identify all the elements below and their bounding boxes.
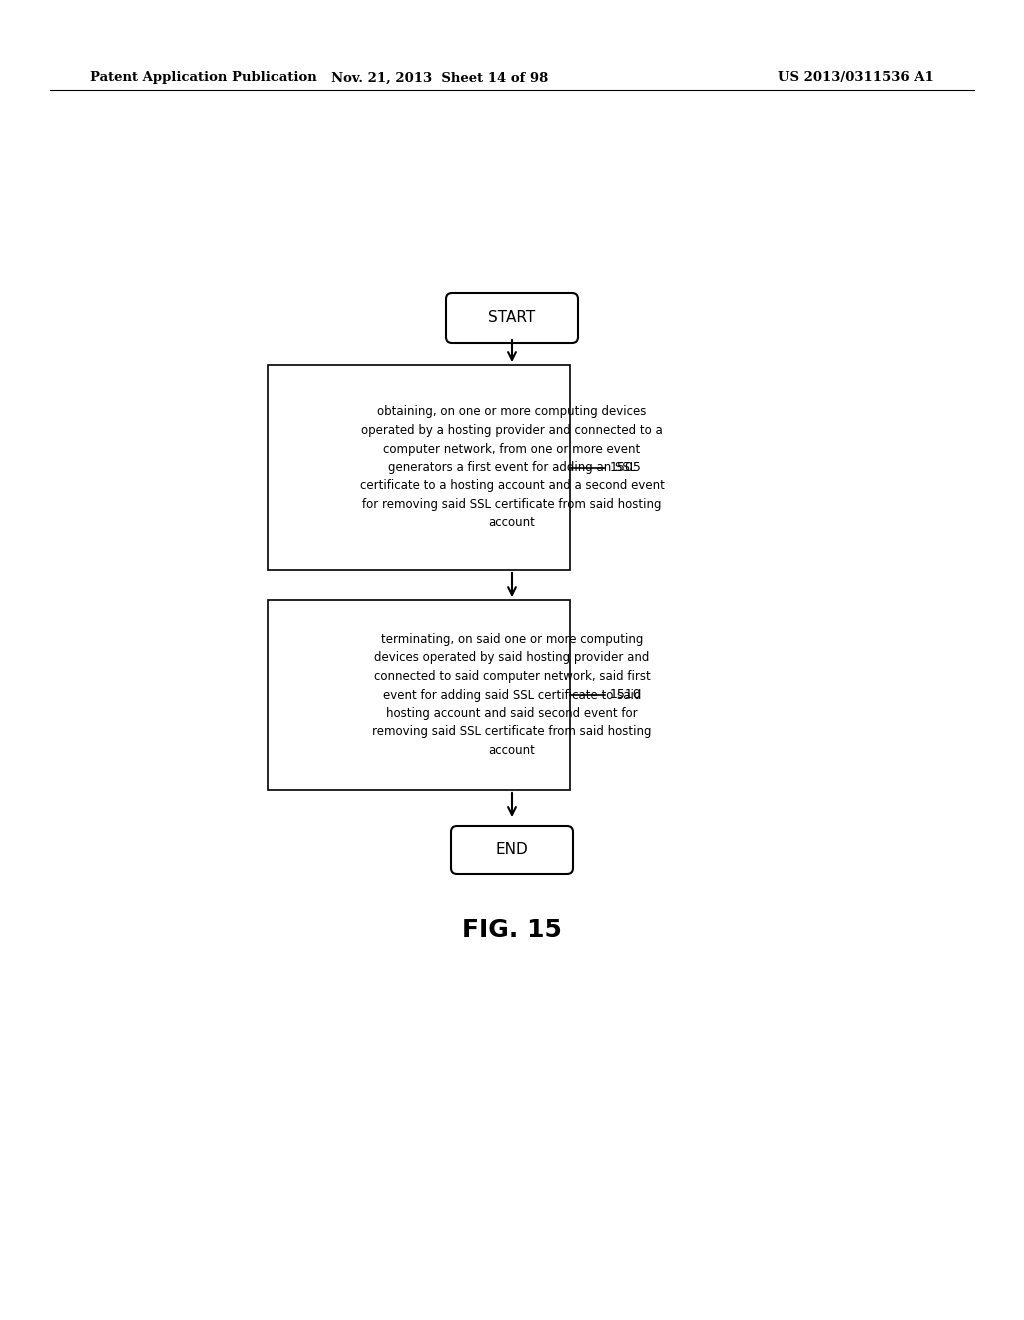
FancyBboxPatch shape: [451, 826, 573, 874]
Text: END: END: [496, 842, 528, 858]
Text: 1510: 1510: [610, 689, 642, 701]
Text: obtaining, on one or more computing devices
operated by a hosting provider and c: obtaining, on one or more computing devi…: [359, 405, 665, 529]
Text: FIG. 15: FIG. 15: [462, 917, 562, 942]
Bar: [268, 601, 570, 789]
Text: START: START: [488, 310, 536, 326]
Text: Nov. 21, 2013  Sheet 14 of 98: Nov. 21, 2013 Sheet 14 of 98: [332, 71, 549, 84]
Text: US 2013/0311536 A1: US 2013/0311536 A1: [778, 71, 934, 84]
Text: terminating, on said one or more computing
devices operated by said hosting prov: terminating, on said one or more computi…: [373, 634, 651, 756]
Text: Patent Application Publication: Patent Application Publication: [90, 71, 316, 84]
Text: 1505: 1505: [610, 461, 642, 474]
Bar: [268, 366, 570, 570]
FancyBboxPatch shape: [446, 293, 578, 343]
